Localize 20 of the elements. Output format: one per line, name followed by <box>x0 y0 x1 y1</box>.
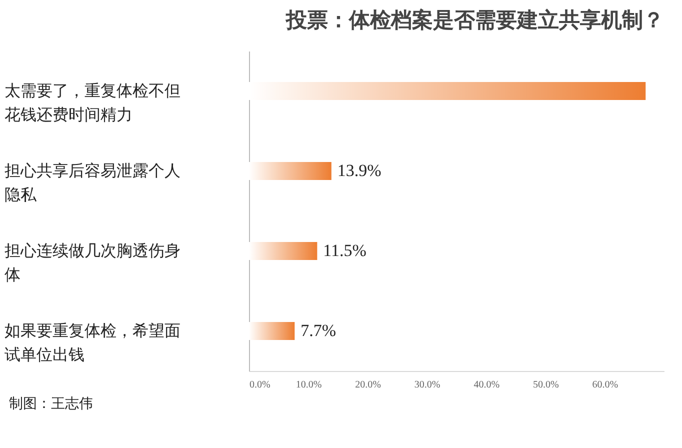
x-tick-label: 50.0% <box>533 380 559 390</box>
y-tick-label: 担心共享后容易泄露个人隐私 <box>4 162 180 204</box>
x-tick-label: 60.0% <box>592 380 618 390</box>
data-label: 11.5% <box>323 241 366 260</box>
y-tick-label: 担心连续做几次胸透伤身体 <box>4 242 180 284</box>
y-tick-label: 太需要了，重复体检不但花钱还费时间精力 <box>4 82 180 124</box>
x-tick-label: 30.0% <box>414 380 440 390</box>
x-tick-label: 10.0% <box>296 380 322 390</box>
x-tick-label: 20.0% <box>355 380 381 390</box>
bar <box>249 242 318 260</box>
x-tick-label: 0.0% <box>250 380 270 390</box>
data-label: 7.7% <box>300 321 336 340</box>
data-label: 13.9% <box>337 161 382 180</box>
text: 制图：王志伟 <box>9 396 93 412</box>
bar <box>249 162 332 180</box>
y-tick-label: 如果要重复体检，希望面试单位出钱 <box>4 322 180 364</box>
chart-title: 投票：体检档案是否需要建立共享机制？ <box>285 8 664 32</box>
bar <box>249 82 646 100</box>
bar <box>249 322 295 340</box>
x-tick-label: 40.0% <box>474 380 500 390</box>
